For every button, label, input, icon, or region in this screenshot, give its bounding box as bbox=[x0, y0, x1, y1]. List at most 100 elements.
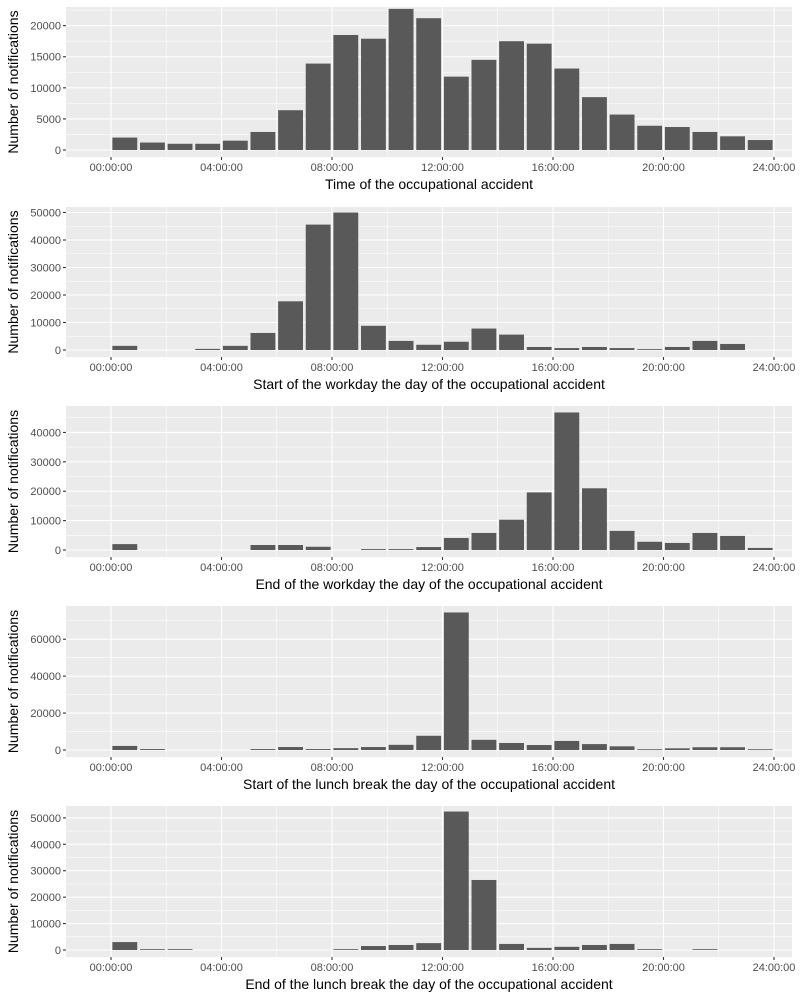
x-tick-label: 08:00:00 bbox=[311, 562, 354, 574]
y-tick-label: 20000 bbox=[30, 892, 61, 904]
bar bbox=[692, 532, 718, 550]
bar bbox=[416, 344, 442, 350]
y-tick-label: 10000 bbox=[30, 318, 61, 330]
bar bbox=[554, 348, 580, 350]
bar bbox=[471, 532, 497, 550]
bar bbox=[526, 492, 552, 550]
bar bbox=[554, 412, 580, 550]
bar bbox=[582, 488, 607, 550]
y-tick-label: 50000 bbox=[30, 813, 61, 825]
y-tick-label: 20000 bbox=[30, 486, 61, 498]
bar bbox=[416, 547, 442, 550]
bar bbox=[526, 745, 552, 750]
bar bbox=[471, 739, 497, 750]
bar bbox=[222, 140, 248, 150]
bar bbox=[720, 535, 745, 550]
y-tick-label: 10000 bbox=[30, 83, 61, 95]
bar bbox=[554, 946, 580, 950]
bar bbox=[112, 137, 138, 150]
x-tick-label: 24:00:00 bbox=[753, 162, 796, 174]
bar bbox=[112, 544, 138, 550]
x-tick-label: 08:00:00 bbox=[311, 162, 354, 174]
bar bbox=[140, 949, 165, 951]
panel-4: 0 20000 40000 60000 00:00:00 04:00:00 08:00:00… bbox=[5, 606, 795, 792]
x-tick-label: 24:00:00 bbox=[753, 762, 796, 774]
x-tick-label: 00:00:00 bbox=[90, 562, 133, 574]
bar bbox=[664, 748, 690, 750]
y-tick-label: 60000 bbox=[30, 634, 61, 646]
panel-2: 0 10000 20000 30000 40000 50000 00:00:00 04:00:… bbox=[5, 207, 795, 392]
bar bbox=[747, 140, 773, 150]
bar bbox=[333, 212, 359, 350]
y-tick-label: 30000 bbox=[30, 457, 61, 469]
x-tick-label: 04:00:00 bbox=[200, 762, 243, 774]
bar bbox=[361, 38, 386, 150]
x-axis-title: Start of the lunch break the day of the … bbox=[243, 776, 615, 792]
bar bbox=[499, 334, 524, 350]
bar bbox=[720, 747, 745, 750]
y-tick-label: 0 bbox=[55, 145, 61, 157]
y-tick-label: 15000 bbox=[30, 52, 61, 64]
y-tick-label: 40000 bbox=[30, 235, 61, 247]
bar bbox=[499, 519, 524, 550]
panel-background bbox=[66, 806, 792, 957]
bar bbox=[250, 545, 276, 550]
bar bbox=[526, 947, 552, 950]
bar bbox=[250, 332, 276, 350]
bar bbox=[140, 142, 165, 150]
bar bbox=[582, 346, 607, 350]
bar bbox=[112, 745, 138, 750]
panel-5: 0 10000 20000 30000 40000 50000 00:00:00 04:00:… bbox=[5, 806, 795, 992]
y-tick-label: 50000 bbox=[30, 208, 61, 220]
y-tick-label: 0 bbox=[55, 745, 61, 757]
x-tick-label: 24:00:00 bbox=[753, 562, 796, 574]
bar bbox=[692, 131, 718, 150]
x-tick-label: 00:00:00 bbox=[90, 362, 133, 374]
bar bbox=[388, 549, 414, 550]
bar bbox=[582, 744, 607, 750]
y-tick-label: 10000 bbox=[30, 516, 61, 528]
bar bbox=[692, 747, 718, 750]
bar bbox=[361, 325, 386, 350]
x-tick-label: 16:00:00 bbox=[532, 562, 575, 574]
y-tick-label: 5000 bbox=[37, 114, 61, 126]
x-tick-label: 20:00:00 bbox=[642, 762, 685, 774]
x-tick-label: 12:00:00 bbox=[421, 962, 464, 974]
x-tick-label: 20:00:00 bbox=[642, 962, 685, 974]
bar bbox=[278, 110, 303, 150]
bar bbox=[443, 537, 469, 550]
bar bbox=[416, 943, 442, 950]
bar bbox=[637, 125, 663, 150]
bar bbox=[443, 341, 469, 350]
bar bbox=[361, 747, 386, 750]
y-tick-label: 0 bbox=[55, 545, 61, 557]
bar bbox=[720, 136, 745, 150]
bar bbox=[361, 549, 386, 550]
x-tick-label: 04:00:00 bbox=[200, 962, 243, 974]
bar bbox=[443, 811, 469, 950]
bar bbox=[195, 348, 221, 350]
x-tick-label: 04:00:00 bbox=[200, 362, 243, 374]
bar bbox=[637, 749, 663, 751]
bar bbox=[278, 747, 303, 750]
bar bbox=[278, 301, 303, 350]
bar bbox=[609, 746, 635, 750]
y-tick-label: 40000 bbox=[30, 671, 61, 683]
y-tick-label: 20000 bbox=[30, 708, 61, 720]
y-tick-label: 20000 bbox=[30, 290, 61, 302]
y-axis-title: Number of notifications bbox=[5, 410, 21, 553]
bar bbox=[443, 76, 469, 150]
bar bbox=[250, 749, 276, 750]
bar bbox=[305, 749, 331, 750]
bar bbox=[416, 735, 442, 750]
y-axis-title: Number of notifications bbox=[5, 610, 21, 753]
bar bbox=[278, 545, 303, 550]
bar bbox=[305, 63, 331, 150]
panel-background bbox=[66, 406, 792, 557]
bar bbox=[167, 143, 193, 150]
x-tick-label: 12:00:00 bbox=[421, 362, 464, 374]
bar bbox=[250, 131, 276, 150]
x-tick-label: 16:00:00 bbox=[532, 762, 575, 774]
y-tick-label: 40000 bbox=[30, 839, 61, 851]
